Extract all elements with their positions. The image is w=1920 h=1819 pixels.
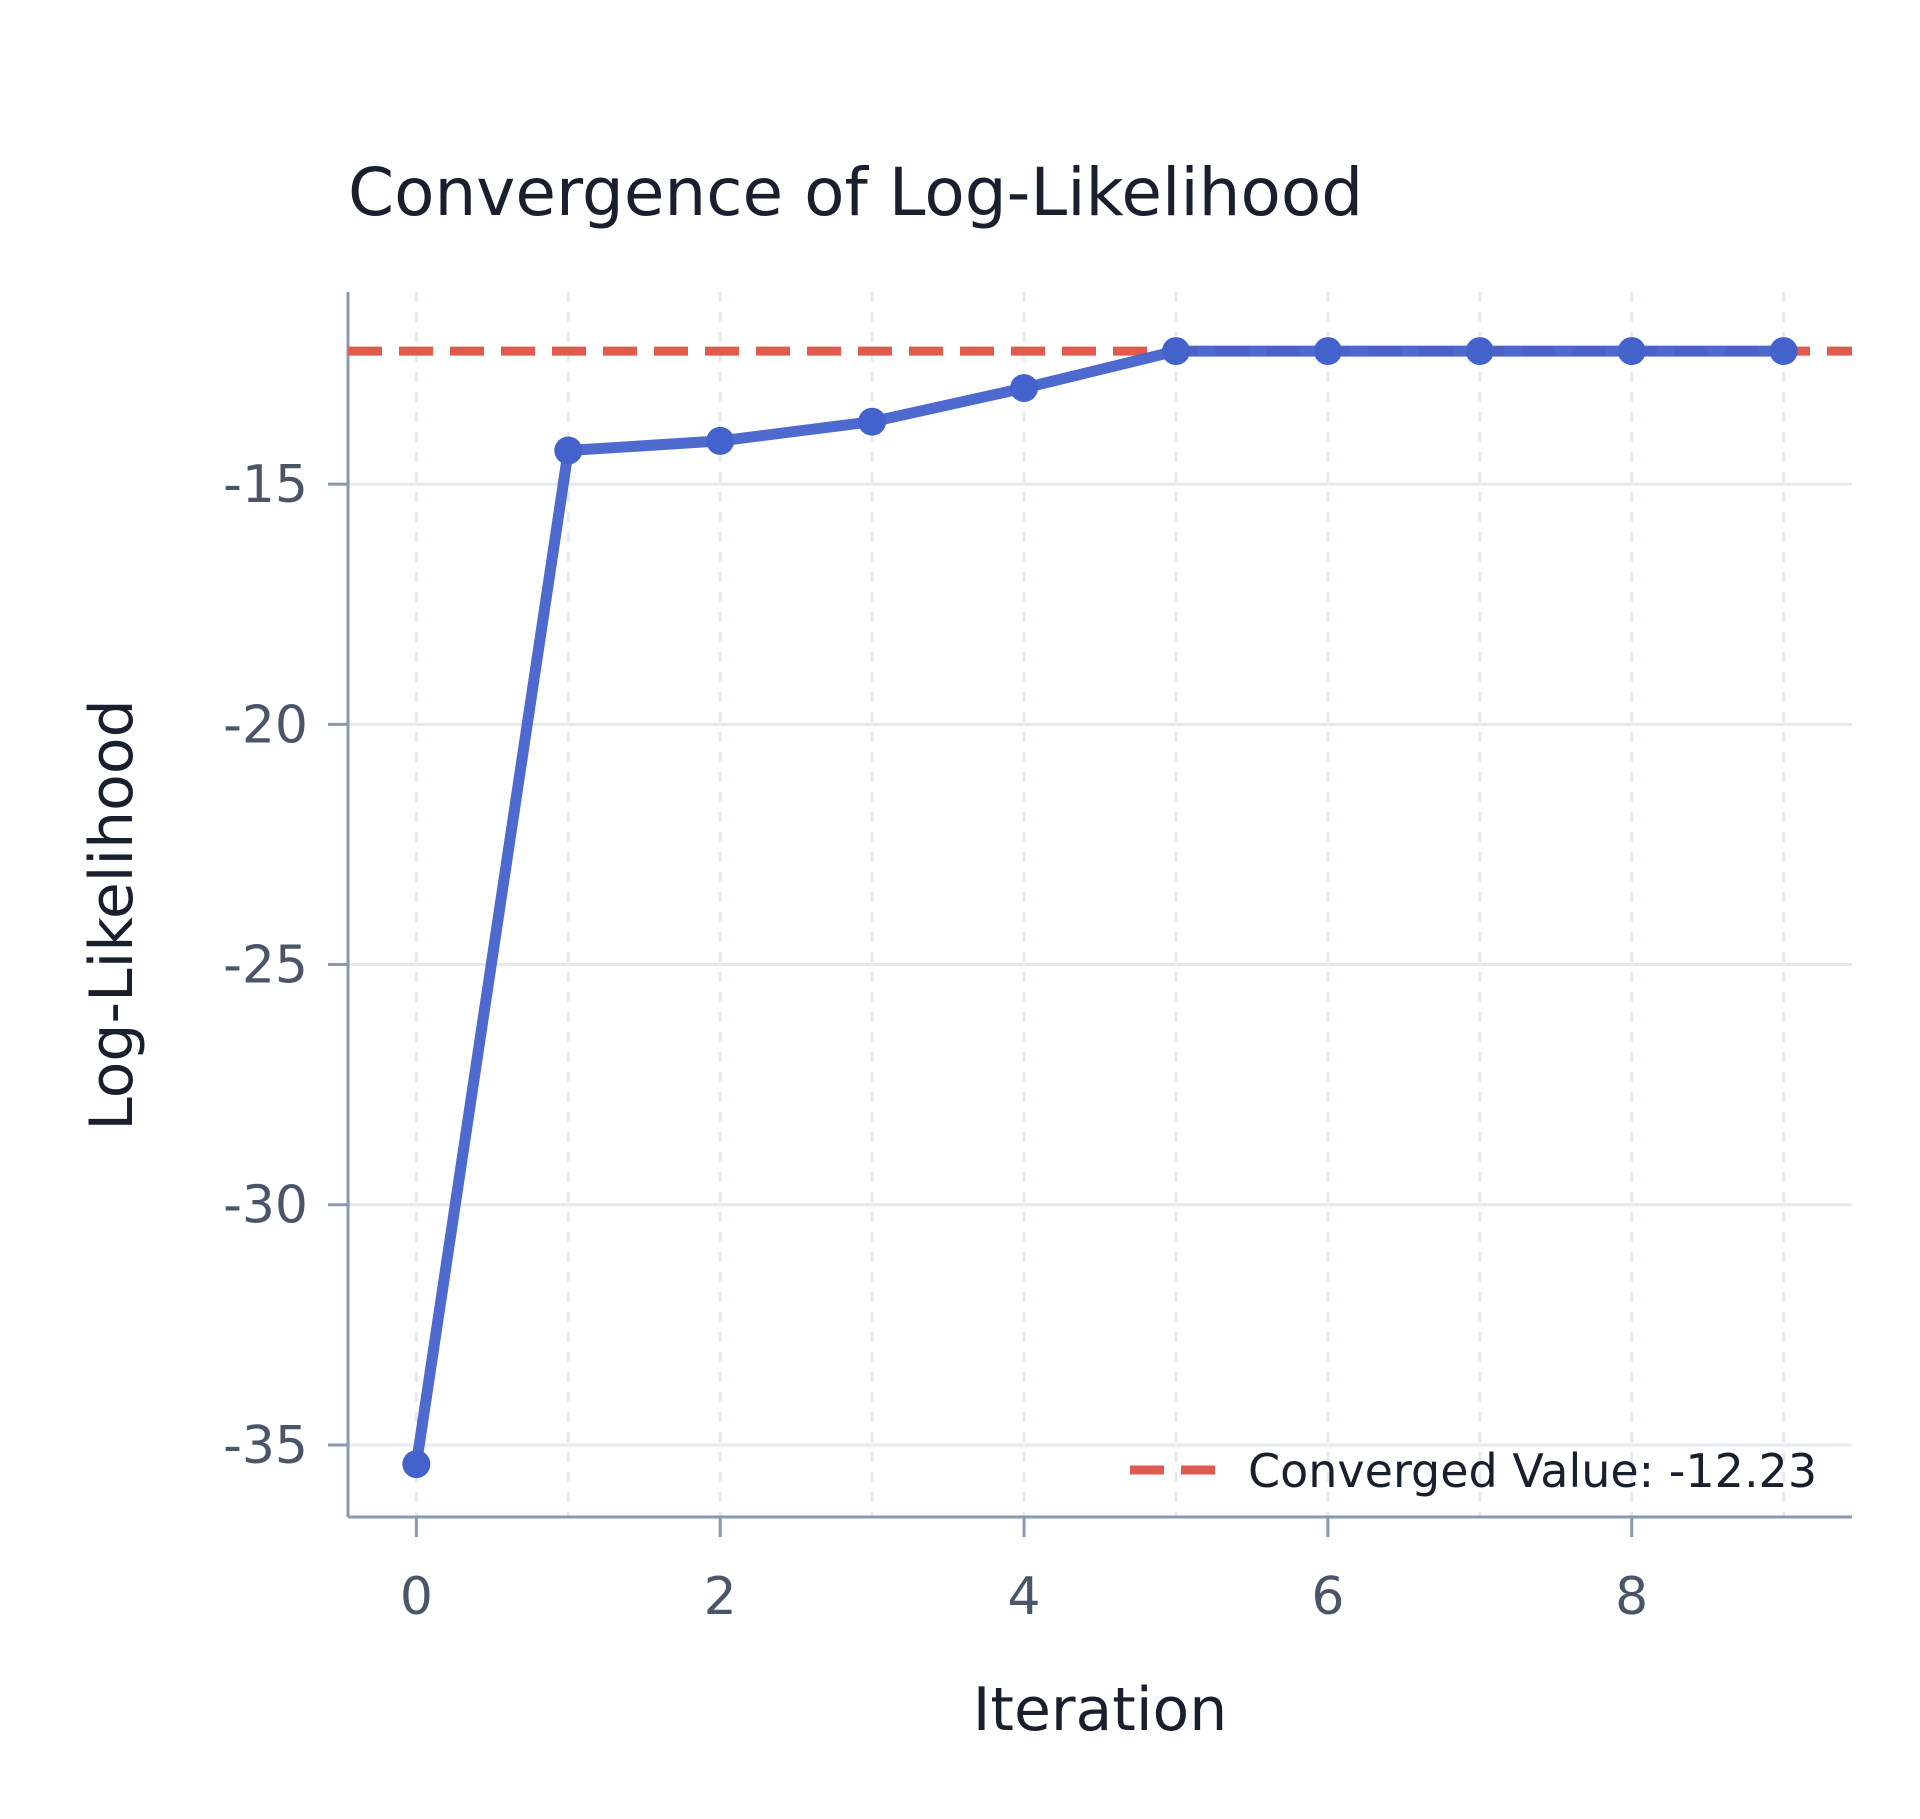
data-point xyxy=(706,426,735,455)
x-tick-label: 0 xyxy=(400,1567,433,1627)
y-axis-label: Log-Likelihood xyxy=(77,699,147,1130)
data-point xyxy=(1313,337,1342,366)
series-layer xyxy=(402,337,1798,1479)
y-tick-label: -35 xyxy=(223,1416,308,1476)
data-point xyxy=(554,436,583,465)
x-tick-label: 4 xyxy=(1007,1567,1040,1627)
y-tick-label: -25 xyxy=(223,936,308,996)
data-point xyxy=(1161,337,1190,366)
tick-labels: -15 -20 -25 -30 -35 0 2 4 6 8 xyxy=(223,455,1648,1627)
grid xyxy=(348,292,1852,1517)
data-point xyxy=(1465,337,1494,366)
chart-title: Convergence of Log-Likelihood xyxy=(348,154,1363,231)
x-tick-label: 8 xyxy=(1615,1567,1648,1627)
data-point xyxy=(1617,337,1646,366)
y-tick-label: -30 xyxy=(223,1176,308,1236)
data-point xyxy=(1769,337,1798,366)
legend: Converged Value: -12.23 xyxy=(1130,1444,1817,1498)
data-point xyxy=(858,407,887,436)
axes xyxy=(328,292,1852,1537)
y-tick-label: -20 xyxy=(223,695,308,755)
y-tick-label: -15 xyxy=(223,455,308,515)
legend-label: Converged Value: -12.23 xyxy=(1248,1444,1817,1498)
x-tick-label: 6 xyxy=(1311,1567,1344,1627)
data-point xyxy=(402,1450,431,1479)
series-line xyxy=(410,345,1790,1470)
x-axis-label: Iteration xyxy=(973,1675,1228,1745)
data-point xyxy=(1010,374,1039,403)
x-tick-label: 2 xyxy=(704,1567,737,1627)
